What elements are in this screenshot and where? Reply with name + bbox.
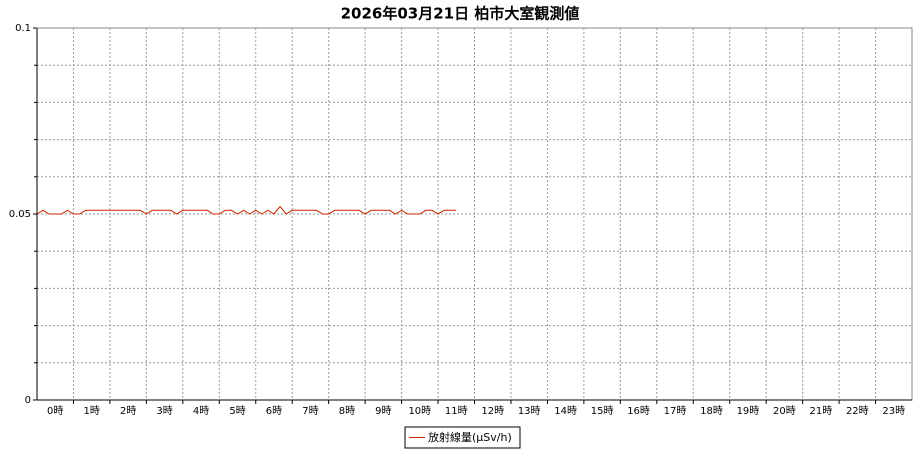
x-tick-label: 3時 [156, 405, 172, 417]
x-tick-label: 17時 [664, 405, 687, 417]
x-tick-label: 21時 [809, 405, 832, 417]
x-tick-label: 5時 [229, 405, 245, 417]
y-tick-label: 0 [25, 395, 31, 406]
x-tick-label: 12時 [481, 405, 504, 417]
x-tick-label: 11時 [445, 405, 468, 417]
y-tick-label: 0.1 [15, 23, 31, 34]
x-tick-label: 13時 [518, 405, 541, 417]
x-tick-label: 6時 [266, 405, 282, 417]
y-tick-label: 0.05 [9, 209, 31, 220]
x-tick-label: 18時 [700, 405, 723, 417]
x-tick-label: 7時 [302, 405, 318, 417]
x-tick-label: 4時 [193, 405, 209, 417]
x-tick-label: 19時 [737, 405, 760, 417]
x-tick-label: 8時 [339, 405, 355, 417]
legend-box [404, 426, 521, 449]
data-line [36, 205, 457, 215]
x-tick-label: 16時 [627, 405, 650, 417]
x-tick-label: 2時 [120, 405, 136, 417]
chart-title: 2026年03月21日 柏市大室観測値 [341, 5, 580, 23]
legend-label: 放射線量(μSv/h) [428, 430, 512, 444]
x-tick-label: 0時 [47, 405, 63, 417]
x-tick-label: 9時 [375, 405, 391, 417]
x-tick-label: 14時 [554, 405, 577, 417]
x-tick-label: 1時 [84, 405, 100, 417]
x-tick-label: 22時 [846, 405, 869, 417]
x-tick-label: 10時 [408, 405, 431, 417]
x-tick-label: 15時 [591, 405, 614, 417]
x-tick-label: 23時 [882, 405, 905, 417]
x-tick-label: 20時 [773, 405, 796, 417]
